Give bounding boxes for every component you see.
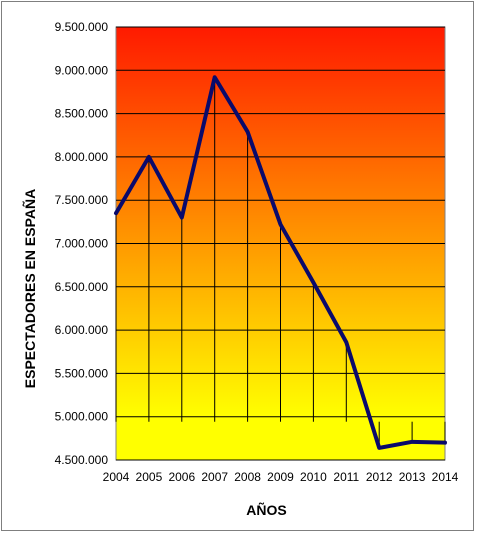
y-tick-label: 5.500.000	[55, 366, 109, 380]
y-tick-label: 9.500.000	[55, 20, 109, 34]
x-tick-label: 2006	[168, 470, 195, 484]
x-tick-label: 2013	[399, 470, 426, 484]
y-tick-label: 5.000.000	[55, 410, 109, 424]
x-tick-label: 2012	[366, 470, 393, 484]
x-tick-label: 2009	[267, 470, 294, 484]
y-axis-title: ESPECTADORES EN ESPAÑA	[21, 189, 38, 388]
drop-lines	[115, 77, 446, 448]
y-tick-label: 8.000.000	[55, 150, 109, 164]
x-tick-label: 2008	[234, 470, 261, 484]
y-tick-label: 6.000.000	[55, 323, 109, 337]
x-tick-label: 2010	[300, 470, 327, 484]
y-tick-label: 9.000.000	[55, 63, 109, 77]
y-tick-label: 6.500.000	[55, 280, 109, 294]
x-tick-label: 2004	[103, 470, 130, 484]
series-line	[114, 75, 447, 450]
x-tick-label: 2014	[432, 470, 459, 484]
y-tick-label: 7.500.000	[55, 193, 109, 207]
x-tick-label: 2005	[136, 470, 163, 484]
x-tick-label: 2007	[201, 470, 228, 484]
y-tick-labels: 4.500.000 5.000.000 5.500.000 6.000.000 6.50…	[55, 20, 109, 467]
x-tick-labels: 2004 2005 2006 2007 2008 2009 2010 2011 2012 2013…	[103, 470, 459, 484]
y-tick-label: 8.500.000	[55, 107, 109, 121]
x-tick-label: 2011	[333, 470, 359, 484]
x-axis-title: AÑOS	[246, 501, 286, 518]
y-tick-label: 4.500.000	[55, 453, 109, 467]
y-tick-label: 7.000.000	[55, 237, 109, 251]
